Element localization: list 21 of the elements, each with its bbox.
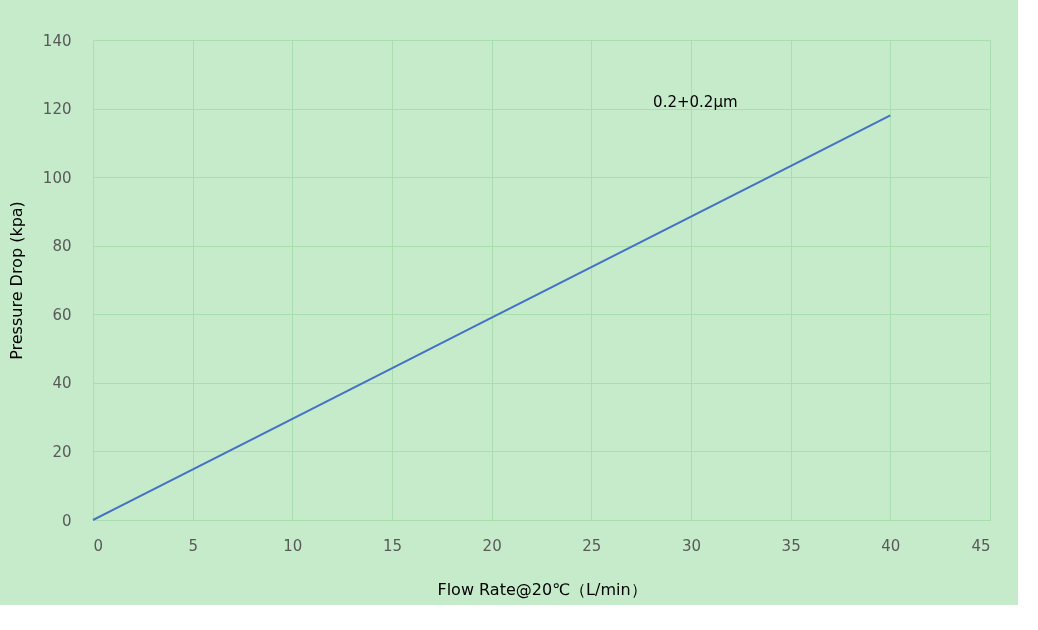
- y-tick-label: 120: [42, 100, 72, 119]
- x-tick-label: 25: [582, 536, 602, 555]
- y-axis-title: Pressure Drop (kpa): [6, 201, 26, 360]
- x-tick-label: 20: [482, 536, 502, 555]
- x-tick-label: 15: [382, 536, 403, 555]
- x-tick-label: 10: [283, 536, 303, 555]
- x-tick-label: 35: [781, 536, 801, 555]
- y-tick-label: 100: [42, 168, 72, 187]
- y-tick-label: 60: [52, 305, 72, 324]
- text: 0.2+0.2μm: [653, 93, 738, 112]
- x-tick-label: 30: [681, 536, 702, 555]
- y-tick-label: 20: [52, 442, 72, 461]
- y-tick-label: 80: [52, 237, 72, 256]
- x-axis-title: Flow Rate@20℃（L/min）: [437, 579, 647, 599]
- x-tick-label: 45: [971, 536, 991, 555]
- y-tick-label: 40: [52, 374, 72, 393]
- y-tick-label: 0: [61, 511, 72, 530]
- y-tick-label: 140: [42, 31, 72, 50]
- x-tick-label: 40: [881, 536, 901, 555]
- x-tick-label: 5: [188, 536, 198, 555]
- x-tick-label: 0: [93, 536, 104, 555]
